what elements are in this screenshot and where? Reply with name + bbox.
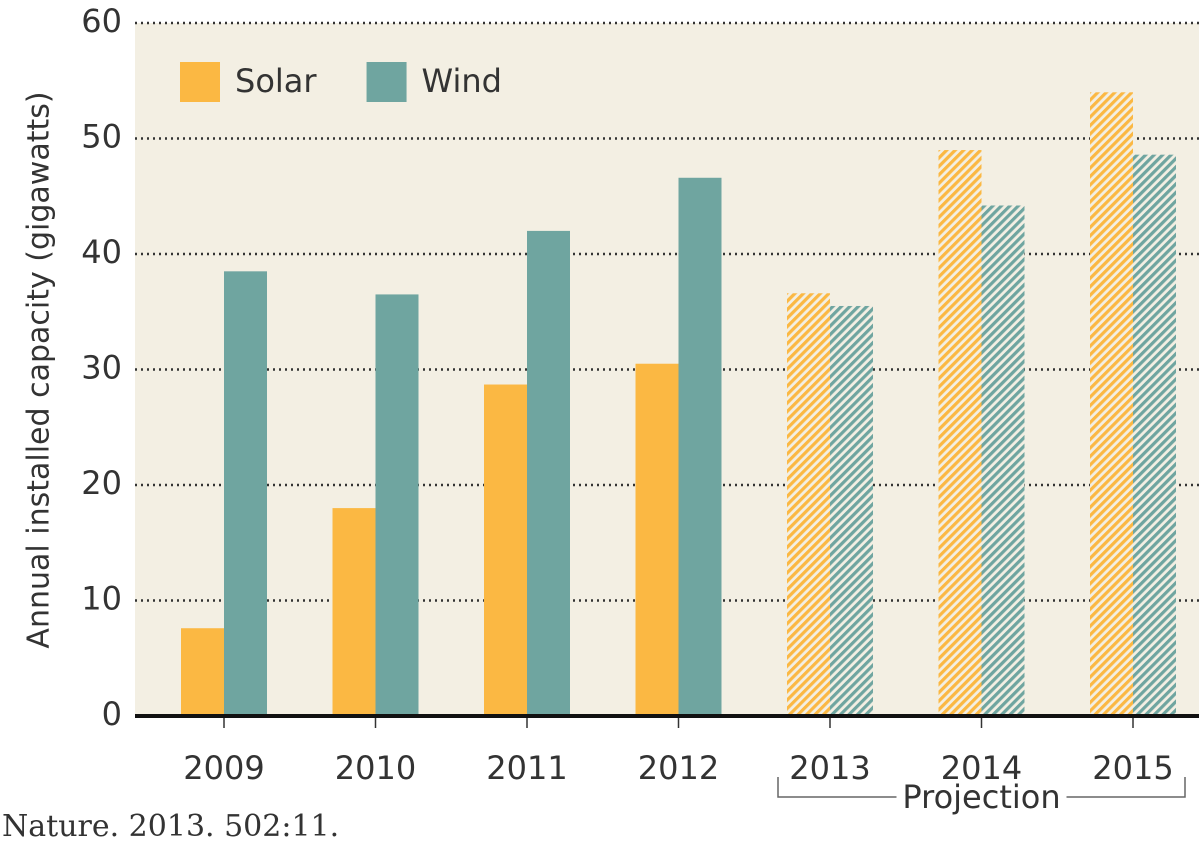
- x-tick-label: 2010: [335, 749, 416, 787]
- bar: [181, 628, 224, 716]
- source-note: Nature. 2013. 502:11.: [2, 809, 339, 844]
- bar: [678, 177, 722, 716]
- legend-label: Solar: [235, 62, 317, 100]
- bar: [787, 293, 830, 716]
- x-tick-label: 2011: [486, 749, 567, 787]
- y-tick-label: 20: [81, 464, 122, 502]
- bar: [635, 363, 679, 716]
- bar: [332, 508, 376, 716]
- x-tick-label: 2009: [183, 749, 264, 787]
- legend-swatch: [366, 62, 407, 102]
- bar: [375, 294, 419, 716]
- bar: [938, 150, 982, 717]
- bar: [484, 384, 527, 716]
- y-tick-label: 40: [81, 233, 122, 271]
- legend-label: Wind: [422, 62, 502, 100]
- y-axis-title: Annual installed capacity (gigawatts): [22, 91, 57, 648]
- bar: [981, 205, 1025, 717]
- bar: [527, 230, 570, 716]
- bar: [224, 271, 267, 716]
- projection-label: Projection: [902, 778, 1060, 816]
- y-tick-label: 60: [81, 2, 122, 40]
- bar: [1133, 154, 1176, 717]
- x-tick-label: 2013: [789, 749, 870, 787]
- x-tick-label: 2015: [1092, 749, 1173, 787]
- y-tick-label: 30: [81, 349, 122, 387]
- bar: [1090, 92, 1133, 717]
- bar: [830, 305, 873, 716]
- y-tick-label: 10: [81, 580, 122, 618]
- legend-swatch: [180, 62, 220, 102]
- y-tick-label: 50: [81, 118, 122, 156]
- projection-bracket: [777, 777, 1186, 798]
- x-tick-label: 2014: [941, 749, 1022, 787]
- x-tick-label: 2012: [638, 749, 719, 787]
- y-tick-label: 0: [102, 695, 122, 733]
